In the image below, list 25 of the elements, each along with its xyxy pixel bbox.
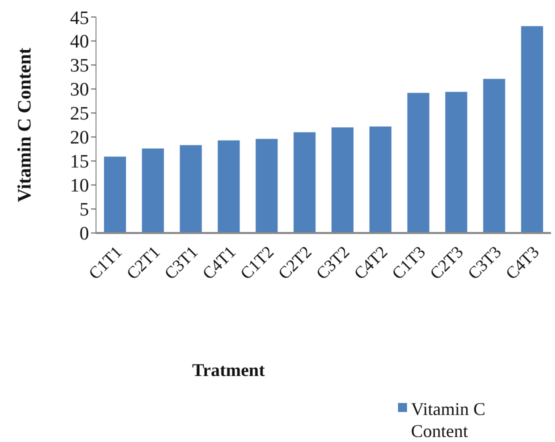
bar <box>483 78 506 233</box>
y-tick-label: 0 <box>80 224 89 245</box>
legend-label: Vitamin C Content <box>411 398 486 442</box>
bar <box>407 92 430 233</box>
y-tick-label: 20 <box>70 128 89 149</box>
y-tick-label: 35 <box>70 56 89 77</box>
bar <box>104 156 126 233</box>
bar <box>218 140 240 233</box>
y-tick-label: 10 <box>70 176 89 197</box>
y-tick-label: 15 <box>70 152 89 173</box>
bar <box>180 145 202 233</box>
bar <box>294 132 316 233</box>
y-tick-label: 5 <box>80 200 89 221</box>
bar <box>521 26 544 233</box>
y-axis-title: Vitamin C Content <box>14 47 36 202</box>
y-tick-label: 25 <box>70 104 89 125</box>
x-axis-title: Tratment <box>192 360 265 380</box>
bar <box>332 127 354 233</box>
bar <box>256 138 278 233</box>
y-tick-label: 30 <box>70 80 89 101</box>
bar <box>142 148 164 233</box>
y-tick-label: 45 <box>70 8 89 29</box>
y-tick-label: 40 <box>70 32 89 53</box>
bar <box>445 92 468 233</box>
bar <box>369 126 392 233</box>
